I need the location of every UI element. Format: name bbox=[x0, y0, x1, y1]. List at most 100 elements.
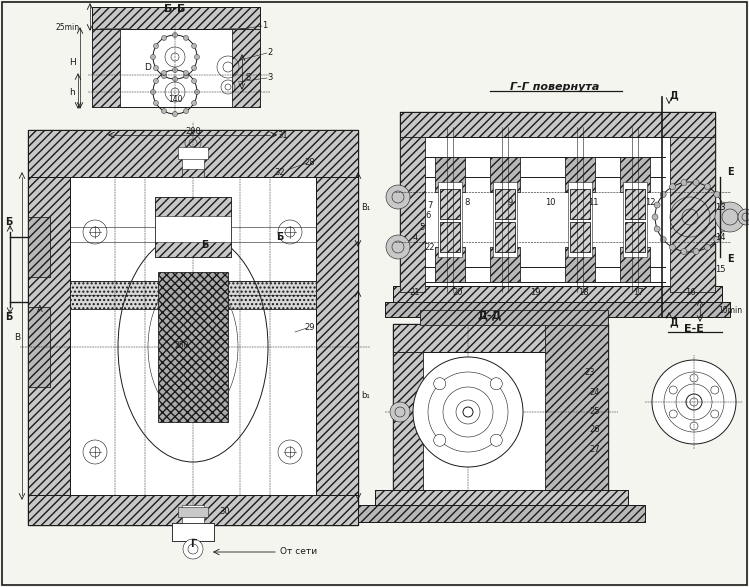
Bar bbox=[620, 157, 650, 192]
Circle shape bbox=[154, 79, 159, 83]
Bar bbox=[393, 286, 722, 304]
Bar bbox=[570, 189, 590, 219]
Bar bbox=[232, 29, 260, 107]
Circle shape bbox=[690, 422, 698, 430]
Circle shape bbox=[192, 43, 196, 49]
Bar bbox=[218, 28, 248, 34]
Circle shape bbox=[154, 100, 159, 106]
Bar bbox=[400, 112, 715, 137]
Circle shape bbox=[184, 70, 189, 76]
Bar bbox=[420, 310, 608, 325]
Text: 32: 32 bbox=[275, 167, 285, 177]
Text: 13: 13 bbox=[715, 203, 725, 211]
Circle shape bbox=[195, 89, 199, 95]
Circle shape bbox=[669, 410, 677, 418]
Text: H: H bbox=[69, 58, 76, 66]
Circle shape bbox=[390, 402, 410, 422]
Bar bbox=[495, 222, 515, 252]
Circle shape bbox=[172, 112, 178, 116]
Text: D: D bbox=[145, 62, 151, 72]
Text: Б-Б: Б-Б bbox=[164, 4, 186, 14]
Text: 16: 16 bbox=[685, 288, 695, 296]
Bar bbox=[28, 130, 70, 525]
Bar bbox=[440, 189, 460, 219]
Text: Д: Д bbox=[669, 90, 678, 100]
Circle shape bbox=[693, 180, 699, 185]
Bar bbox=[545, 324, 608, 492]
Text: 18: 18 bbox=[577, 288, 588, 296]
Bar bbox=[28, 217, 50, 277]
Text: A: A bbox=[37, 305, 43, 313]
Text: 6: 6 bbox=[425, 211, 431, 220]
Circle shape bbox=[720, 202, 726, 208]
Bar bbox=[393, 324, 608, 492]
Bar bbox=[232, 29, 260, 107]
Bar bbox=[28, 130, 358, 177]
Bar bbox=[178, 147, 208, 159]
Bar bbox=[358, 505, 645, 522]
Circle shape bbox=[705, 244, 711, 250]
Bar bbox=[375, 490, 628, 507]
Bar bbox=[70, 281, 316, 309]
Text: 5: 5 bbox=[419, 222, 425, 231]
Bar bbox=[495, 222, 515, 252]
Bar bbox=[155, 197, 231, 257]
Bar bbox=[440, 222, 460, 252]
Bar bbox=[490, 157, 520, 192]
Circle shape bbox=[162, 70, 166, 76]
Circle shape bbox=[434, 434, 446, 446]
Bar bbox=[495, 189, 515, 219]
Text: 15: 15 bbox=[715, 265, 725, 274]
Bar bbox=[435, 247, 465, 282]
Circle shape bbox=[162, 109, 166, 113]
Bar bbox=[620, 247, 650, 282]
Circle shape bbox=[413, 357, 523, 467]
Bar bbox=[172, 523, 214, 541]
Bar bbox=[155, 197, 231, 257]
Bar bbox=[625, 189, 645, 219]
Bar bbox=[385, 302, 730, 317]
Circle shape bbox=[192, 66, 196, 70]
Bar bbox=[670, 137, 715, 292]
Circle shape bbox=[183, 539, 203, 559]
Bar bbox=[158, 272, 228, 422]
Bar bbox=[625, 189, 645, 219]
Text: 10: 10 bbox=[545, 197, 555, 207]
Bar bbox=[625, 222, 645, 252]
Circle shape bbox=[491, 434, 503, 446]
Bar bbox=[400, 137, 425, 292]
Circle shape bbox=[151, 89, 156, 95]
Circle shape bbox=[83, 440, 107, 464]
Circle shape bbox=[738, 209, 749, 225]
Circle shape bbox=[278, 440, 302, 464]
Circle shape bbox=[669, 386, 677, 394]
Circle shape bbox=[434, 377, 446, 390]
Bar bbox=[92, 7, 260, 29]
Circle shape bbox=[491, 377, 503, 390]
Circle shape bbox=[172, 32, 178, 38]
Bar bbox=[155, 242, 231, 257]
Bar bbox=[70, 281, 316, 309]
Bar bbox=[28, 495, 358, 525]
Bar bbox=[92, 29, 120, 107]
Bar bbox=[316, 130, 358, 525]
Circle shape bbox=[184, 73, 189, 79]
Text: 140: 140 bbox=[168, 95, 182, 103]
Bar bbox=[400, 112, 715, 137]
Bar bbox=[493, 182, 517, 257]
Text: 1: 1 bbox=[262, 21, 267, 29]
Circle shape bbox=[162, 73, 166, 79]
Text: 31: 31 bbox=[278, 130, 288, 140]
Bar bbox=[435, 157, 465, 192]
Bar bbox=[570, 222, 590, 252]
Circle shape bbox=[652, 360, 736, 444]
Circle shape bbox=[654, 202, 660, 208]
Circle shape bbox=[154, 43, 159, 49]
Circle shape bbox=[151, 55, 156, 59]
Bar bbox=[565, 157, 595, 192]
Text: 29: 29 bbox=[305, 322, 315, 332]
Circle shape bbox=[386, 235, 410, 259]
Bar bbox=[375, 490, 628, 507]
Text: 12: 12 bbox=[645, 197, 655, 207]
Text: 8: 8 bbox=[464, 197, 470, 207]
